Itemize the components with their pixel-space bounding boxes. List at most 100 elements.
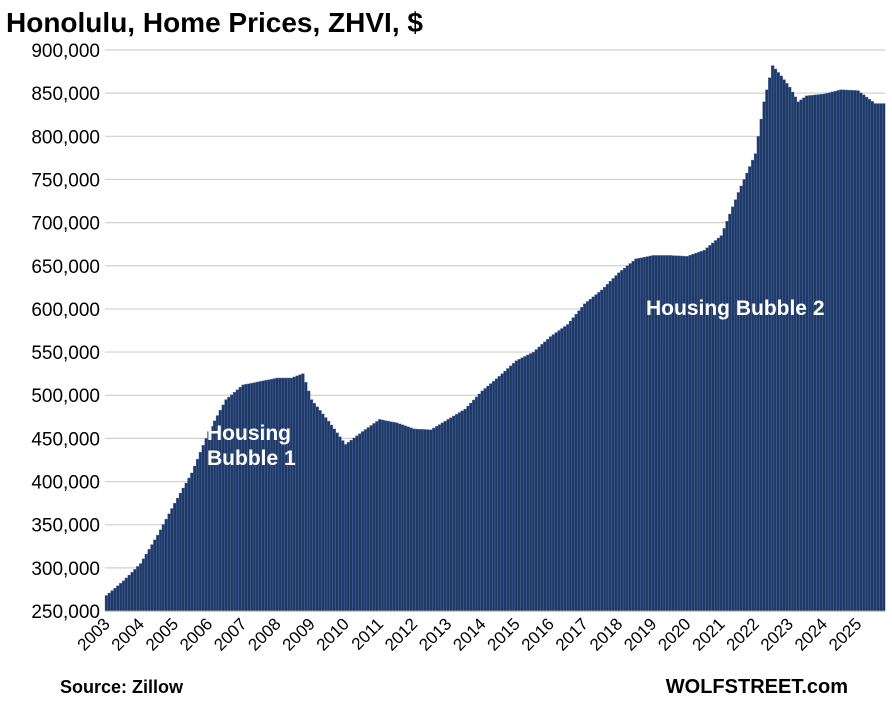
bar xyxy=(460,410,465,612)
bar xyxy=(788,86,792,612)
bar xyxy=(474,396,479,612)
y-tick-label: 850,000 xyxy=(31,84,100,105)
bar xyxy=(309,399,314,612)
bar xyxy=(409,427,413,612)
x-tick-label: 2005 xyxy=(142,614,182,654)
bar xyxy=(466,405,470,612)
bar xyxy=(426,429,430,612)
bar xyxy=(517,359,521,612)
bar xyxy=(600,289,604,612)
y-tick-label: 550,000 xyxy=(31,343,100,364)
y-tick-label: 350,000 xyxy=(31,516,100,537)
bar xyxy=(423,429,428,612)
bar xyxy=(181,487,186,612)
bar xyxy=(167,513,171,612)
bar xyxy=(770,65,775,612)
bar xyxy=(844,89,849,612)
bar xyxy=(614,275,618,612)
bar xyxy=(147,549,151,612)
bar xyxy=(343,444,348,612)
bar xyxy=(278,377,282,612)
bar xyxy=(628,263,632,612)
bar xyxy=(491,380,496,612)
x-tick-label: 2020 xyxy=(654,614,694,654)
y-tick-label: 900,000 xyxy=(31,41,100,62)
bar xyxy=(127,574,131,612)
bar xyxy=(782,79,786,612)
bar xyxy=(867,99,872,612)
bar xyxy=(483,388,487,612)
bar xyxy=(739,185,743,612)
bar xyxy=(116,585,120,612)
bar xyxy=(298,374,302,612)
bar xyxy=(389,421,393,612)
bar xyxy=(637,258,641,612)
x-tick-label: 2016 xyxy=(518,614,558,654)
bar xyxy=(620,270,624,612)
bar xyxy=(400,424,405,612)
bar xyxy=(546,338,550,612)
bar xyxy=(873,103,877,612)
bar xyxy=(551,334,556,612)
source-label: Source: Zillow xyxy=(60,677,184,697)
bar xyxy=(107,592,112,612)
bar xyxy=(543,341,547,612)
bar xyxy=(631,260,635,612)
bar xyxy=(110,590,114,612)
y-tick-label: 800,000 xyxy=(31,127,100,148)
bar xyxy=(603,286,607,612)
bar xyxy=(591,296,595,612)
annotations: Housing Bubble 1 Housing Bubble 2 xyxy=(207,297,825,470)
y-tick-label: 700,000 xyxy=(31,214,100,235)
bar xyxy=(773,68,778,612)
bar xyxy=(432,427,436,612)
bar xyxy=(842,89,846,612)
watermark: WOLFSTREET.com xyxy=(666,676,848,698)
bar xyxy=(141,558,146,612)
annotation-bubble-2: Housing Bubble 2 xyxy=(646,297,825,320)
x-tick-label: 2022 xyxy=(723,614,763,654)
x-tick-label: 2010 xyxy=(313,614,353,654)
bar xyxy=(728,213,732,612)
bar xyxy=(252,382,257,612)
bar xyxy=(617,272,621,612)
bar xyxy=(335,432,339,612)
bar xyxy=(175,497,180,612)
bar xyxy=(138,563,143,612)
bar xyxy=(813,94,818,612)
bar xyxy=(184,482,188,612)
x-tick-label: 2006 xyxy=(176,614,216,654)
bar xyxy=(281,377,285,612)
bar xyxy=(759,118,763,612)
bar xyxy=(520,357,524,612)
x-tick-label: 2017 xyxy=(552,614,592,654)
x-tick-label: 2014 xyxy=(449,614,489,654)
bar xyxy=(745,172,749,612)
bar xyxy=(733,199,738,612)
bar xyxy=(870,101,874,612)
bars xyxy=(104,65,886,612)
bar xyxy=(201,445,205,612)
bar xyxy=(588,298,593,612)
bar xyxy=(810,94,815,612)
y-tick-label: 250,000 xyxy=(31,602,100,623)
bar xyxy=(833,90,837,612)
bar xyxy=(793,96,798,612)
bar xyxy=(765,89,769,612)
bar xyxy=(113,587,117,612)
bar xyxy=(150,544,154,612)
y-axis: 250,000 300,000 350,000 400,000 450,000 500,0… xyxy=(31,41,100,623)
bar xyxy=(250,382,254,612)
bar xyxy=(731,206,735,612)
bar xyxy=(469,402,473,612)
bar xyxy=(315,406,319,612)
bar xyxy=(756,136,761,612)
bar xyxy=(258,381,262,612)
bar xyxy=(386,420,390,612)
bar xyxy=(725,221,729,612)
bar xyxy=(352,437,356,612)
x-tick-label: 2024 xyxy=(791,614,831,654)
bar xyxy=(819,94,823,612)
bar xyxy=(363,429,368,612)
